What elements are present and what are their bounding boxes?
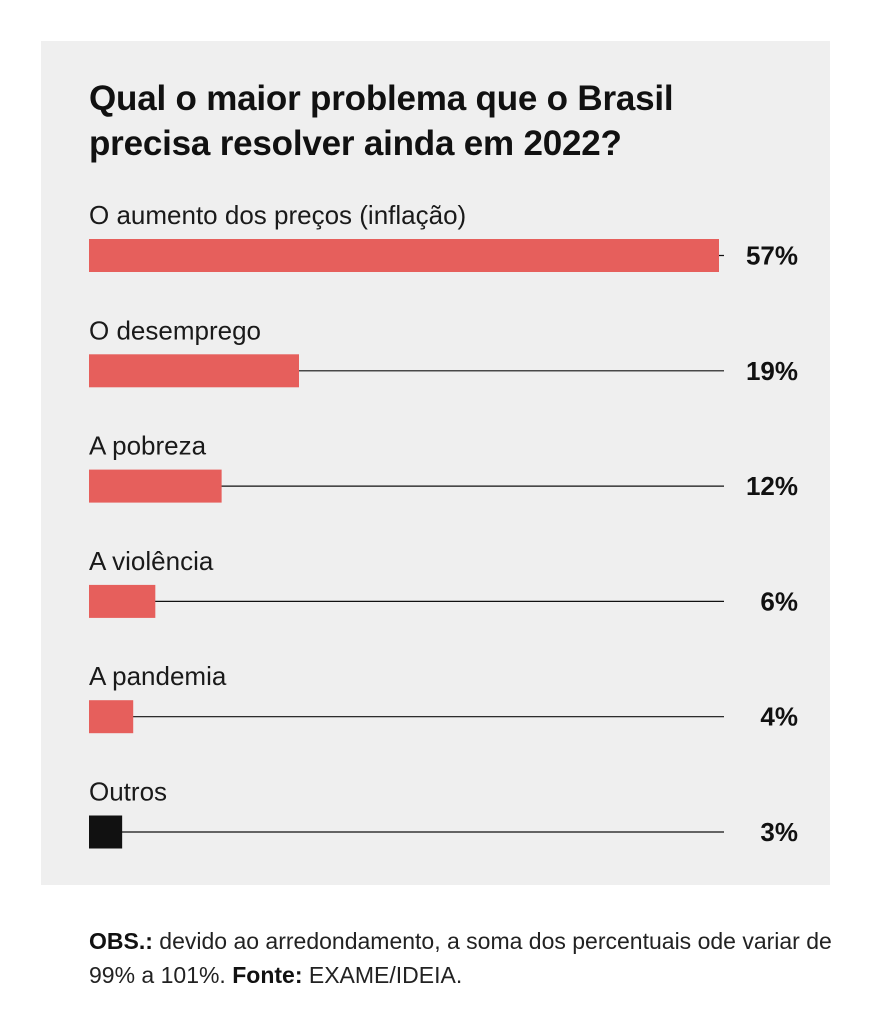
footnote: OBS.: devido ao arredondamento, a soma d… <box>89 924 849 992</box>
chart-title: Qual o maior problema que o Brasil preci… <box>89 76 789 166</box>
category-label: O desemprego <box>89 315 261 345</box>
bar <box>89 469 222 503</box>
value-label: 12% <box>746 471 798 501</box>
category-label: Outros <box>89 777 167 807</box>
chart-title-line-1: Qual o maior problema que o Brasil <box>89 79 674 118</box>
bar <box>89 815 123 849</box>
source-label: Fonte: <box>232 962 303 988</box>
source-text: EXAME/IDEIA. <box>302 962 463 988</box>
value-label: 6% <box>760 586 798 616</box>
bar <box>89 584 156 618</box>
obs-label: OBS.: <box>89 928 153 954</box>
category-label: A pobreza <box>89 431 207 461</box>
bar <box>89 239 719 272</box>
bar <box>89 700 134 734</box>
chart-panel <box>41 41 830 885</box>
category-label: A violência <box>89 546 214 576</box>
obs-text: devido ao arredondamento, a soma dos per… <box>89 928 832 988</box>
chart-title-line-2: precisa resolver ainda em 2022? <box>89 124 622 163</box>
category-label: O aumento dos preços (inflação) <box>89 200 466 230</box>
value-label: 3% <box>760 817 798 847</box>
value-label: 57% <box>746 241 798 271</box>
value-label: 4% <box>760 702 798 732</box>
value-label: 19% <box>746 356 798 386</box>
bar <box>89 354 299 388</box>
category-label: A pandemia <box>89 661 227 691</box>
